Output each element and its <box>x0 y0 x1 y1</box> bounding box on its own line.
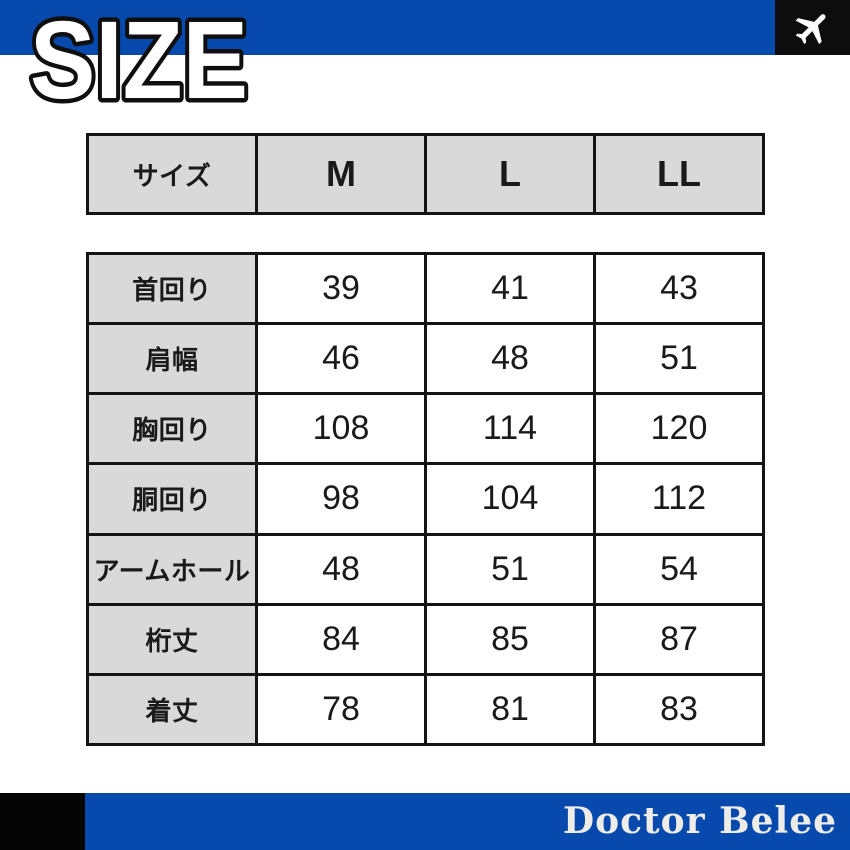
row-label: アームホール <box>89 535 255 603</box>
measurement-value: 83 <box>596 675 762 743</box>
measurement-value: 81 <box>427 675 593 743</box>
footer-bar: Doctor Belee <box>0 793 850 850</box>
page-title: SIZE <box>30 0 248 122</box>
measurement-value: 85 <box>427 605 593 673</box>
measurement-value: 120 <box>596 395 762 463</box>
row-label: 桁丈 <box>89 605 255 673</box>
measurement-value: 51 <box>427 535 593 603</box>
measurement-value: 43 <box>596 255 762 323</box>
column-header-size-label: サイズ <box>89 136 255 212</box>
measurement-value: 54 <box>596 535 762 603</box>
size-title-graphic: SIZE <box>26 0 253 127</box>
column-header-ll: LL <box>596 136 762 212</box>
footer-black-block <box>0 793 85 850</box>
row-label: 着丈 <box>89 675 255 743</box>
row-label: 首回り <box>89 255 255 323</box>
measurement-value: 46 <box>258 325 424 393</box>
measurement-value: 104 <box>427 465 593 533</box>
measurement-value: 39 <box>258 255 424 323</box>
measurement-value: 48 <box>258 535 424 603</box>
measurement-value: 51 <box>596 325 762 393</box>
size-header-table: サイズ M L LL <box>86 133 765 215</box>
airplane-icon <box>795 13 826 44</box>
measurement-value: 87 <box>596 605 762 673</box>
measurement-value: 84 <box>258 605 424 673</box>
column-header-m: M <box>258 136 424 212</box>
column-header-l: L <box>427 136 593 212</box>
header-bar <box>0 0 850 55</box>
measurement-value: 98 <box>258 465 424 533</box>
measurement-value: 78 <box>258 675 424 743</box>
row-label: 肩幅 <box>89 325 255 393</box>
size-table-body: 首回り 39 41 43 肩幅 46 48 51 胸回り 108 114 120 胴回り 98 104 112… <box>86 252 765 746</box>
row-label: 胴回り <box>89 465 255 533</box>
measurement-value: 48 <box>427 325 593 393</box>
measurement-value: 41 <box>427 255 593 323</box>
measurement-value: 108 <box>258 395 424 463</box>
row-label: 胸回り <box>89 395 255 463</box>
brand-logo-text: Doctor Belee <box>562 800 837 842</box>
airplane-icon-box <box>775 0 850 55</box>
measurement-value: 114 <box>427 395 593 463</box>
measurement-value: 112 <box>596 465 762 533</box>
